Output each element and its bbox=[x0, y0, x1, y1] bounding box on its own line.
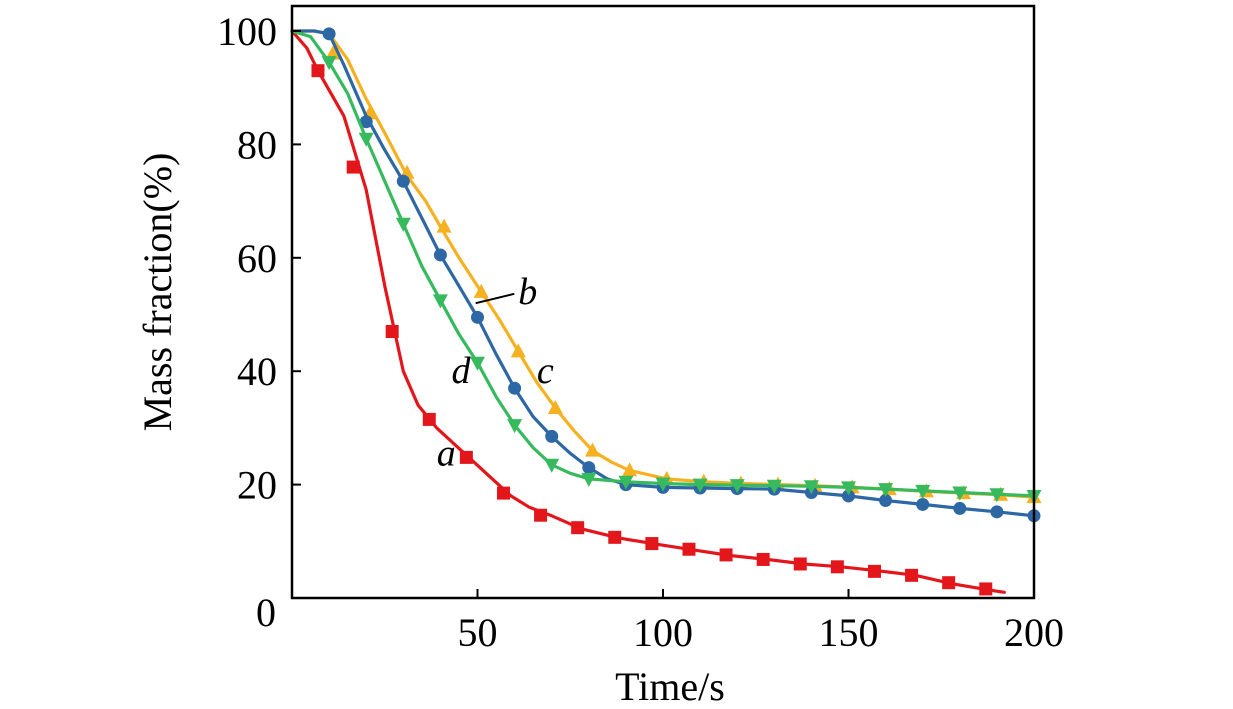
series-d-point bbox=[507, 419, 523, 434]
x-tick-label: 150 bbox=[819, 610, 879, 655]
series-b-point bbox=[879, 493, 893, 507]
x-axis-title: Time/s bbox=[615, 664, 725, 709]
series-a-point bbox=[682, 542, 696, 556]
series-c-point bbox=[473, 283, 489, 298]
y-tick-label: 0 bbox=[256, 590, 276, 635]
series-d-point bbox=[692, 478, 708, 493]
series-b-point bbox=[433, 248, 447, 262]
series-a-point bbox=[346, 160, 360, 174]
series-a-line bbox=[290, 29, 1006, 594]
series-a-point bbox=[608, 530, 622, 544]
series-a-point bbox=[719, 548, 733, 562]
x-tick-label: 50 bbox=[458, 610, 498, 655]
series-b-point bbox=[916, 497, 930, 511]
series-d-point bbox=[655, 477, 671, 492]
series-d-point bbox=[470, 356, 485, 371]
y-tick-label: 80 bbox=[237, 122, 277, 167]
series-c-point bbox=[622, 462, 638, 477]
y-tick-label: 40 bbox=[237, 349, 277, 394]
series-b bbox=[290, 27, 1041, 523]
series-c-point bbox=[585, 442, 601, 457]
series-a-point bbox=[534, 508, 548, 522]
series-c-point bbox=[325, 45, 341, 60]
series-d-point bbox=[581, 472, 597, 487]
series-b-point bbox=[322, 27, 336, 41]
series-d-point bbox=[766, 479, 782, 494]
series-a-point bbox=[311, 64, 325, 78]
series-a-point bbox=[830, 560, 844, 574]
series-a-point bbox=[422, 412, 436, 426]
y-tick-label: 20 bbox=[237, 463, 277, 508]
series-b-point bbox=[842, 489, 855, 503]
series-c-point bbox=[510, 343, 526, 358]
annotation-leader-b bbox=[475, 292, 515, 305]
series-b-line bbox=[290, 29, 1036, 518]
annotation-c: c bbox=[537, 350, 554, 392]
series-d-point bbox=[878, 483, 894, 498]
series-d-point bbox=[729, 479, 745, 494]
series-d-point bbox=[841, 481, 856, 496]
series-c bbox=[290, 29, 1042, 504]
series-a-point bbox=[756, 552, 770, 566]
series-b-point bbox=[508, 381, 522, 395]
series-a-point bbox=[571, 521, 585, 535]
series-a-point bbox=[459, 450, 473, 464]
series-d-point bbox=[989, 488, 1005, 503]
y-tick-label: 100 bbox=[217, 9, 277, 54]
series-b-point bbox=[545, 429, 559, 443]
series-a-point bbox=[496, 486, 510, 500]
series-d-point bbox=[544, 458, 560, 473]
annotation-d: d bbox=[452, 350, 472, 392]
series-c-line bbox=[290, 29, 1036, 499]
series-a-point bbox=[979, 582, 993, 596]
series-c-point bbox=[436, 218, 452, 233]
series-annotations: a bc d bbox=[437, 271, 554, 475]
series-b-point bbox=[359, 115, 373, 129]
series-a-point bbox=[905, 568, 919, 582]
annotation-a: a bbox=[437, 432, 456, 474]
series-a bbox=[290, 29, 1006, 596]
series-d-point bbox=[952, 486, 968, 501]
series-b-point bbox=[990, 505, 1004, 519]
series-d-point bbox=[395, 217, 411, 232]
series-d-point bbox=[618, 475, 634, 490]
plot-area: a bc d bbox=[290, 27, 1042, 596]
annotation-b: b bbox=[518, 271, 537, 313]
x-axis: 50 100 150 200 bbox=[291, 589, 1064, 655]
series-d-line bbox=[290, 29, 1036, 498]
series-a-point bbox=[793, 557, 807, 571]
series-a-point bbox=[645, 537, 659, 551]
series-a-point bbox=[942, 576, 956, 590]
x-tick-label: 100 bbox=[633, 610, 693, 655]
series-d-point bbox=[358, 132, 374, 147]
series-a-point bbox=[867, 564, 881, 578]
series-c-point bbox=[547, 400, 563, 415]
series-d-point bbox=[803, 480, 819, 495]
series-a-point bbox=[385, 325, 399, 339]
series-b-point bbox=[953, 501, 967, 515]
y-axis-title: Mass fraction(%) bbox=[135, 153, 180, 432]
x-tick-label: 200 bbox=[1004, 610, 1064, 655]
series-d-point bbox=[321, 56, 337, 71]
series-d-point bbox=[915, 484, 931, 499]
series-b-point bbox=[396, 174, 410, 188]
series-b-point bbox=[471, 310, 484, 324]
series-d-point bbox=[432, 294, 448, 309]
series-d bbox=[290, 29, 1042, 504]
y-axis: 0 20 40 60 80 100 bbox=[217, 9, 301, 635]
series-b-point bbox=[582, 461, 596, 475]
y-tick-label: 60 bbox=[237, 236, 277, 281]
